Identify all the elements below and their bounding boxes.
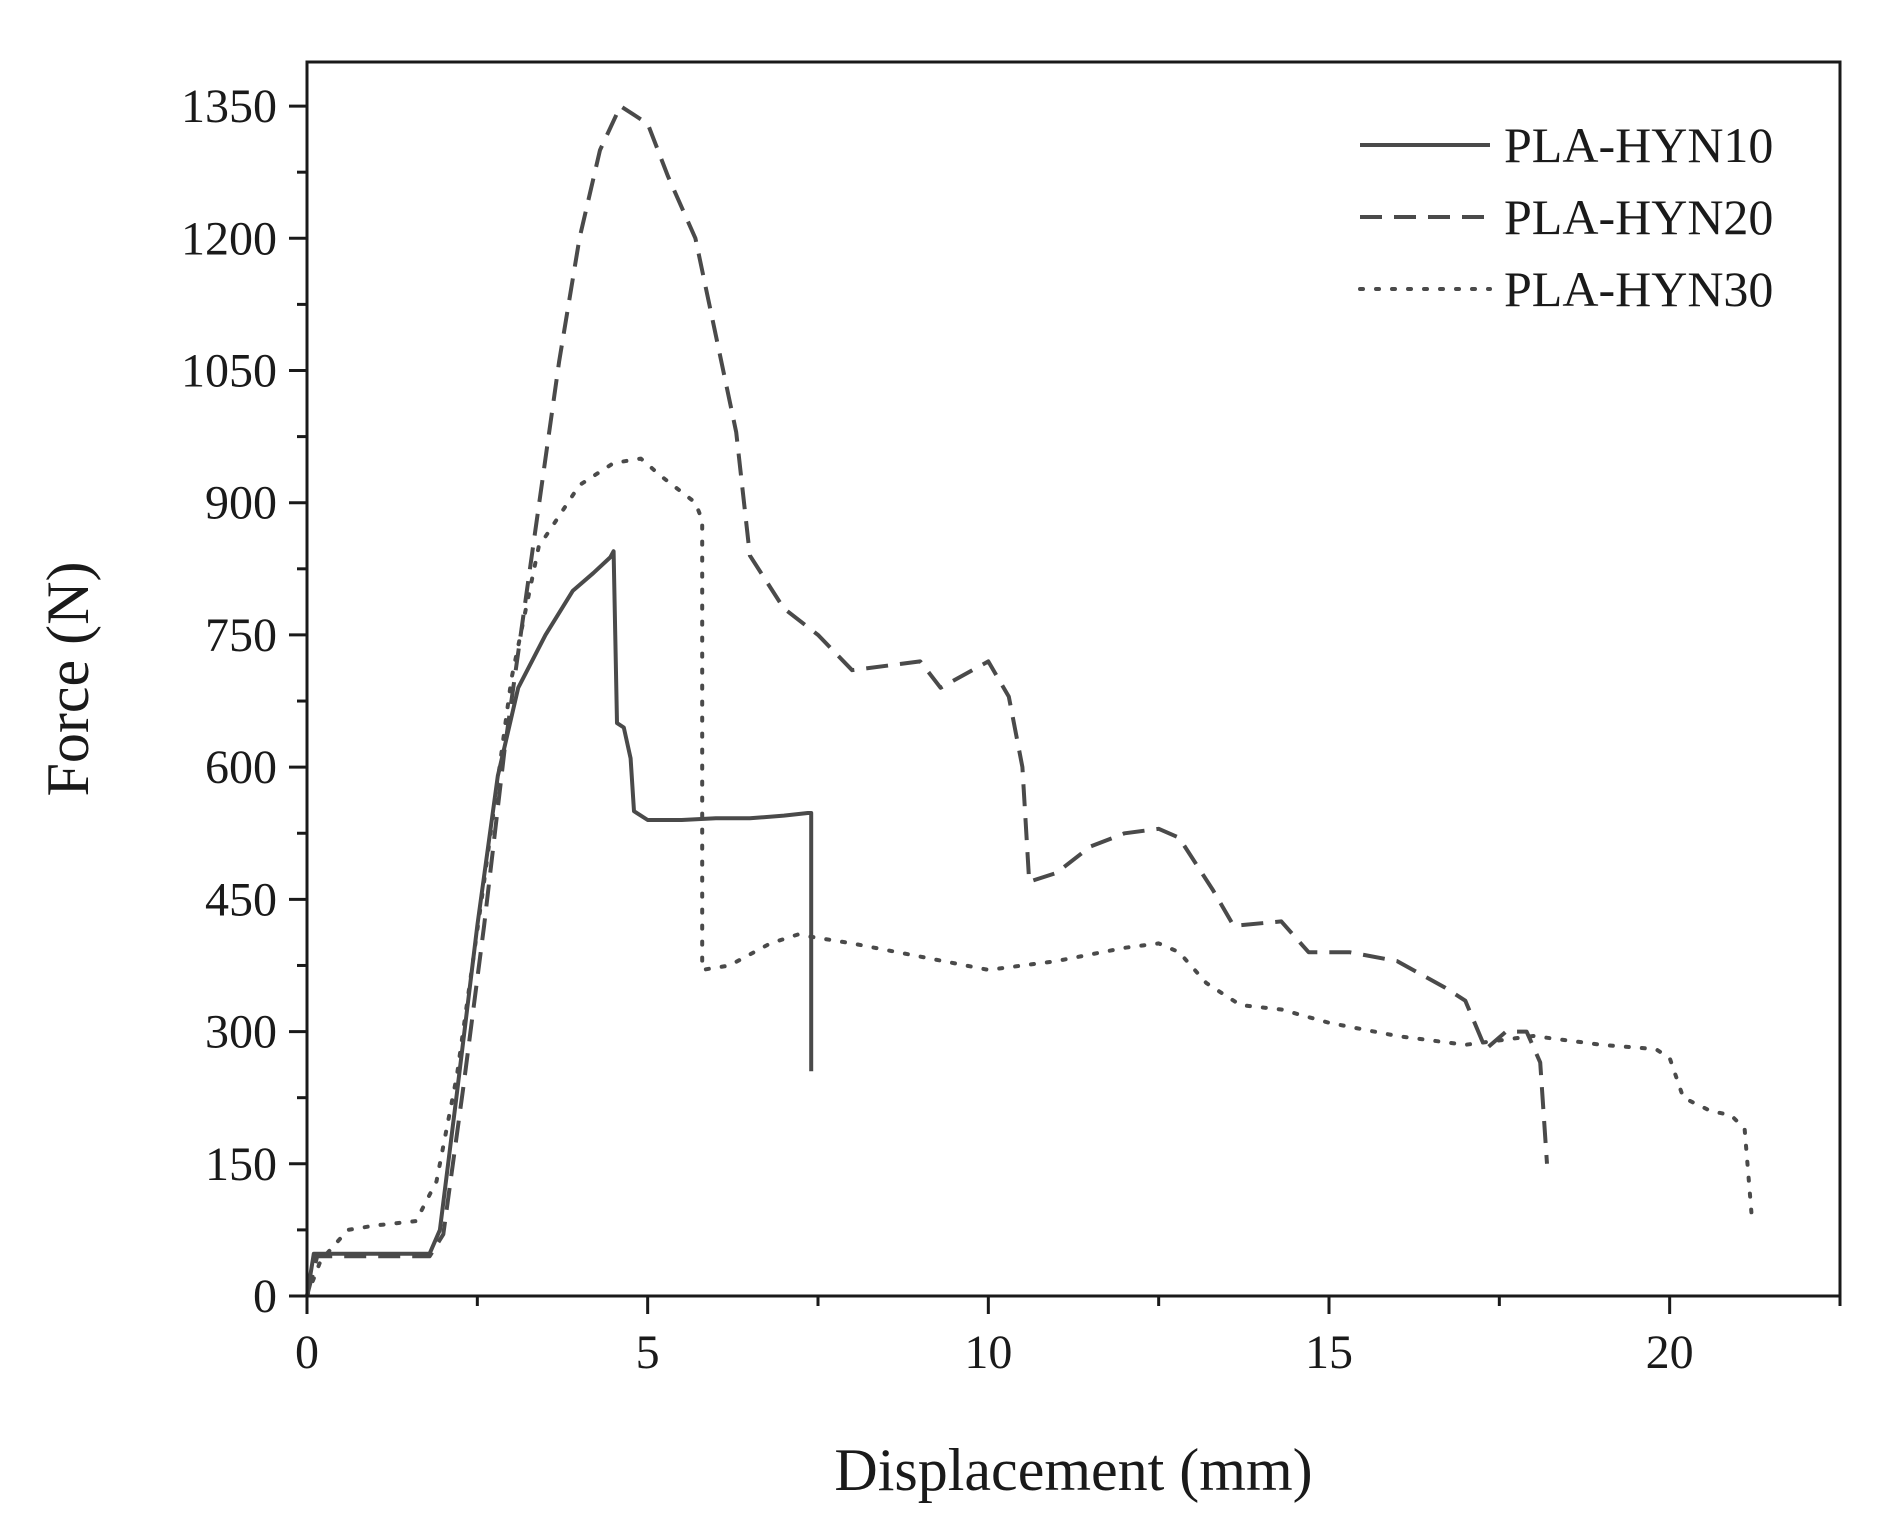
series-line-pla-hyn10 (305, 549, 814, 1297)
legend-label-pla-hyn30: PLA-HYN30 (1504, 261, 1773, 317)
x-axis-title: Displacement (mm) (834, 1437, 1312, 1503)
series-line-pla-hyn20 (305, 104, 1549, 1297)
y-tick-label: 600 (205, 741, 277, 794)
y-tick-label: 1350 (181, 80, 277, 133)
axes-layer: 0 150 300 450 600 750 900 1050 1200 1350 0 5 10 15 20 (181, 60, 1842, 1379)
y-tick-label: 450 (205, 873, 277, 926)
y-axis-title: Force (N) (35, 562, 101, 797)
y-tick-label: 1200 (181, 212, 277, 265)
plot-frame (305, 60, 1842, 1298)
x-tick-label: 15 (1305, 1326, 1353, 1379)
x-tick-label: 20 (1646, 1326, 1694, 1379)
y-tick-label: 1050 (181, 345, 277, 398)
legend-label-pla-hyn20: PLA-HYN20 (1504, 189, 1773, 245)
y-tick-label: 0 (253, 1270, 277, 1323)
x-tick-label: 0 (295, 1326, 319, 1379)
series-layer (305, 104, 1754, 1298)
legend-label-pla-hyn10: PLA-HYN10 (1504, 117, 1773, 173)
y-tick-label: 750 (205, 609, 277, 662)
y-tick-label: 900 (205, 477, 277, 530)
series-line-pla-hyn30 (305, 456, 1754, 1298)
y-tick-label: 300 (205, 1006, 277, 1059)
x-tick-label: 5 (636, 1326, 660, 1379)
y-tick-label: 150 (205, 1138, 277, 1191)
legend: PLA-HYN10 PLA-HYN20 PLA-HYN30 (1358, 117, 1773, 317)
x-tick-label: 10 (964, 1326, 1012, 1379)
